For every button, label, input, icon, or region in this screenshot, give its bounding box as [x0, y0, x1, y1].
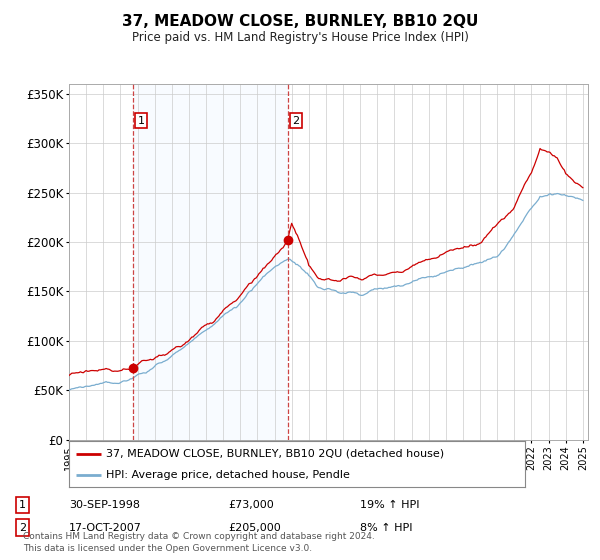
Text: 37, MEADOW CLOSE, BURNLEY, BB10 2QU: 37, MEADOW CLOSE, BURNLEY, BB10 2QU	[122, 14, 478, 29]
Text: 1: 1	[19, 500, 26, 510]
Bar	[133, 84, 288, 440]
Text: £73,000: £73,000	[228, 500, 274, 510]
Text: 19% ↑ HPI: 19% ↑ HPI	[360, 500, 419, 510]
Text: 2: 2	[19, 522, 26, 533]
Text: HPI: Average price, detached house, Pendle: HPI: Average price, detached house, Pend…	[106, 470, 350, 480]
Text: 1: 1	[137, 115, 145, 125]
Text: £205,000: £205,000	[228, 522, 281, 533]
Text: Contains HM Land Registry data © Crown copyright and database right 2024.
This d: Contains HM Land Registry data © Crown c…	[23, 532, 374, 553]
Text: Price paid vs. HM Land Registry's House Price Index (HPI): Price paid vs. HM Land Registry's House …	[131, 31, 469, 44]
Text: 37, MEADOW CLOSE, BURNLEY, BB10 2QU (detached house): 37, MEADOW CLOSE, BURNLEY, BB10 2QU (det…	[106, 449, 445, 459]
Text: 17-OCT-2007: 17-OCT-2007	[69, 522, 142, 533]
Text: 30-SEP-1998: 30-SEP-1998	[69, 500, 140, 510]
Text: 8% ↑ HPI: 8% ↑ HPI	[360, 522, 413, 533]
Text: 2: 2	[292, 115, 299, 125]
